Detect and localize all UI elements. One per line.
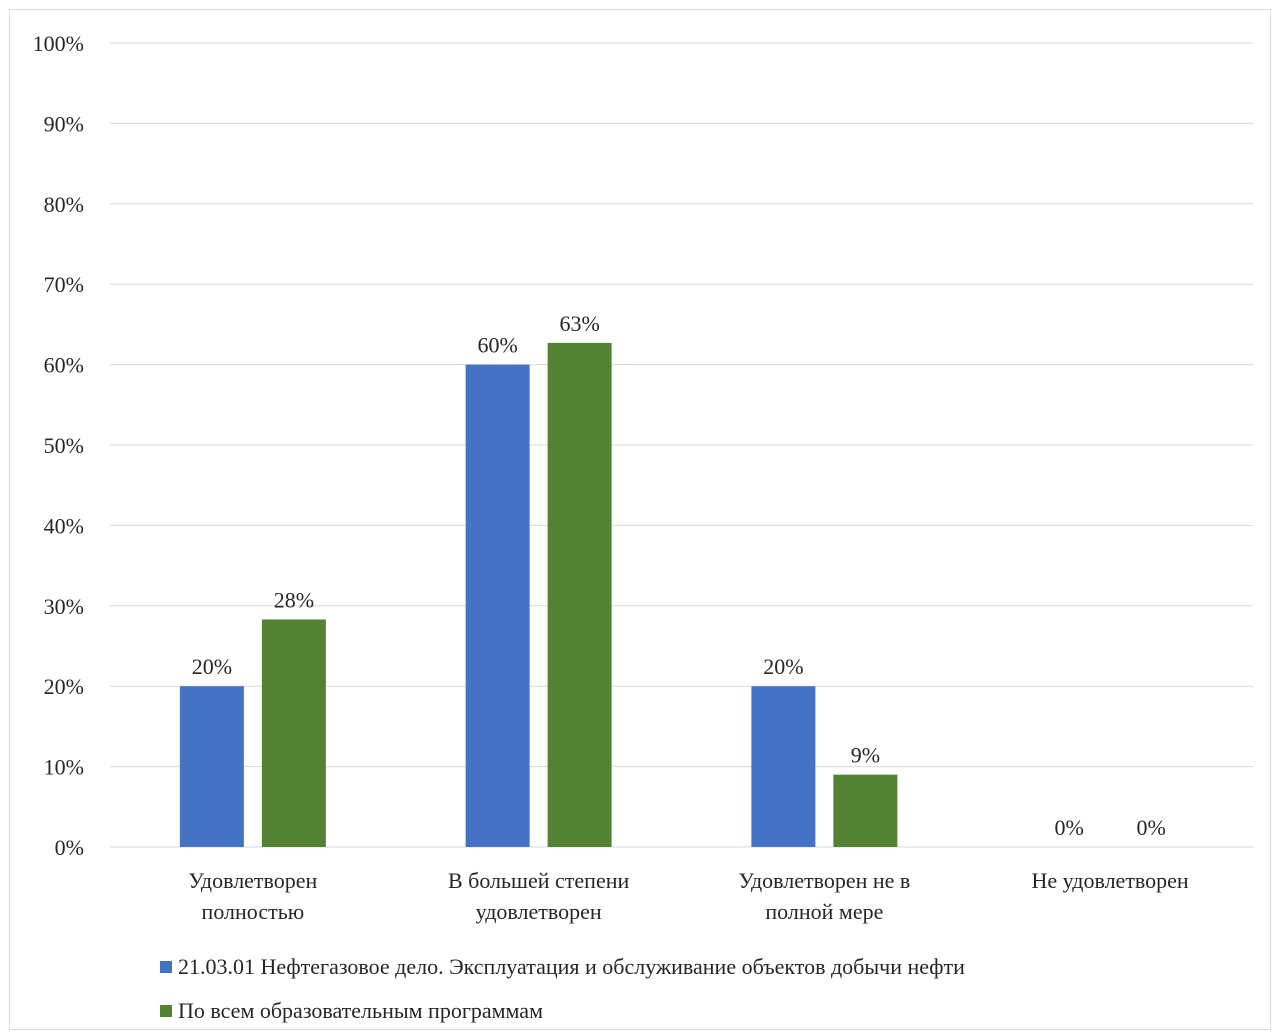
bar bbox=[465, 364, 530, 847]
chart-frame bbox=[9, 9, 1271, 1030]
y-tick-label: 30% bbox=[44, 594, 84, 619]
category-label: Удовлетворен не в bbox=[738, 868, 910, 893]
y-tick-label: 10% bbox=[44, 755, 84, 780]
bar bbox=[751, 686, 816, 847]
y-tick-label: 40% bbox=[44, 513, 84, 538]
data-label: 28% bbox=[274, 587, 314, 612]
data-label: 20% bbox=[763, 654, 803, 679]
legend-swatch-series-1 bbox=[160, 961, 172, 973]
data-label: 20% bbox=[192, 654, 232, 679]
y-tick-label: 0% bbox=[55, 835, 84, 860]
bar bbox=[833, 774, 898, 847]
y-tick-label: 80% bbox=[44, 192, 84, 217]
category-label: полностью bbox=[202, 899, 305, 924]
bar bbox=[261, 619, 326, 847]
category-label: удовлетворен bbox=[476, 899, 602, 924]
y-tick-label: 50% bbox=[44, 433, 84, 458]
data-label: 63% bbox=[559, 311, 599, 336]
legend-item-series-1: 21.03.01 Нефтегазовое дело. Эксплуатация… bbox=[160, 954, 965, 980]
bar bbox=[179, 686, 244, 847]
y-tick-label: 100% bbox=[33, 31, 84, 56]
category-label: Удовлетворен bbox=[188, 868, 317, 893]
y-tick-label: 60% bbox=[44, 353, 84, 378]
bar bbox=[547, 342, 612, 847]
legend-label-series-1: 21.03.01 Нефтегазовое дело. Эксплуатация… bbox=[178, 954, 965, 979]
legend-swatch-series-2 bbox=[160, 1005, 172, 1017]
legend-item-series-2: По всем образовательным программам bbox=[160, 998, 543, 1024]
data-label: 9% bbox=[851, 743, 880, 768]
category-label: Не удовлетворен bbox=[1032, 868, 1189, 893]
data-label: 0% bbox=[1136, 815, 1165, 840]
data-label: 60% bbox=[477, 333, 517, 358]
category-label: полной мере bbox=[765, 899, 883, 924]
legend-label-series-2: По всем образовательным программам bbox=[178, 998, 543, 1023]
data-label: 0% bbox=[1054, 815, 1083, 840]
y-tick-label: 20% bbox=[44, 674, 84, 699]
category-label: В большей степени bbox=[448, 868, 630, 893]
y-tick-label: 70% bbox=[44, 272, 84, 297]
y-tick-label: 90% bbox=[44, 111, 84, 136]
